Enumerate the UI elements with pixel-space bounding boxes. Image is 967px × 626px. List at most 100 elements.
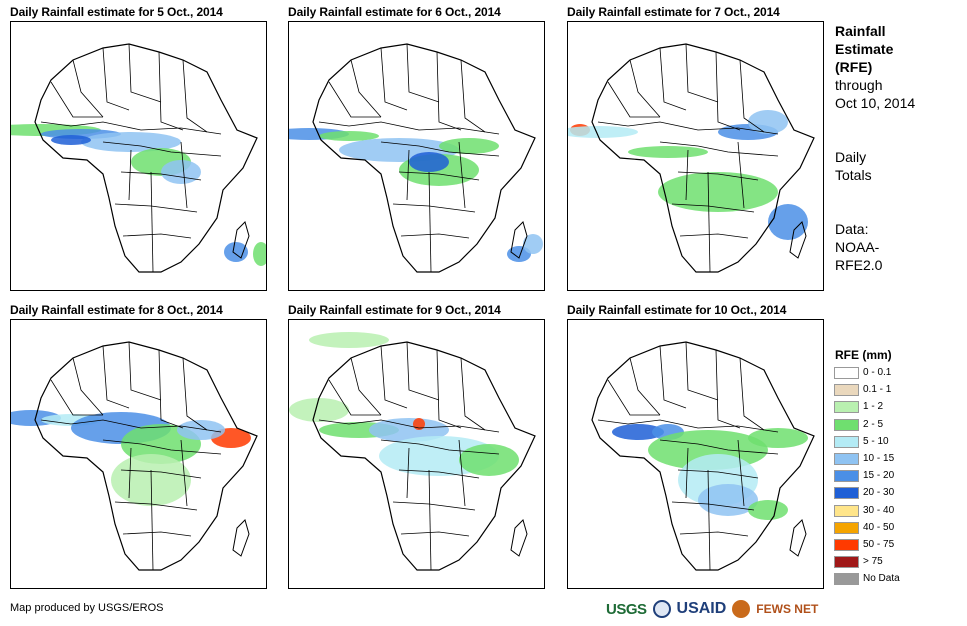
country-border: [158, 51, 184, 131]
legend-label: 0.1 - 1: [863, 384, 892, 396]
country-border: [458, 439, 466, 507]
country-border: [659, 345, 687, 409]
country-border: [629, 357, 661, 416]
legend-label: 50 - 75: [863, 539, 895, 550]
country-border: [677, 171, 759, 181]
rainfall-area: [523, 234, 543, 254]
country-border: [659, 141, 779, 157]
country-border: [150, 469, 154, 571]
country-border: [460, 357, 486, 431]
country-border: [406, 447, 410, 499]
legend-swatch: [834, 521, 859, 534]
country-border: [460, 59, 486, 133]
africa-coastline: [34, 341, 258, 571]
rainfall-area: [289, 398, 349, 422]
legend-swatch: [834, 435, 859, 448]
legend-title: RFE (mm): [835, 348, 892, 362]
panel-title-1: Daily Rainfall estimate for 5 Oct., 2014: [10, 5, 223, 19]
legend-swatch: [834, 367, 859, 379]
usaid-logo: USAID: [676, 600, 727, 617]
country-border: [122, 531, 192, 537]
rainfall-area: [439, 138, 499, 154]
country-border: [707, 171, 711, 273]
country-border: [406, 149, 410, 201]
legend-label: 10 - 15: [863, 453, 895, 464]
legend-label: 30 - 40: [863, 504, 895, 516]
legend-swatch: [834, 539, 859, 551]
legend-label: 20 - 30: [863, 487, 895, 499]
sidebar-through-date: Oct 10, 2014: [835, 95, 916, 111]
country-border: [158, 349, 184, 429]
country-border: [328, 379, 381, 416]
rainfall-area: [568, 126, 638, 138]
rainfall-area: [459, 444, 519, 476]
rainfall-area: [224, 242, 248, 262]
footer-logos: USGS USAID FEWS NET: [606, 595, 818, 623]
country-border: [406, 43, 440, 103]
country-border: [128, 43, 162, 103]
country-border: [715, 51, 741, 131]
rainfall-map-oct-8: [10, 319, 267, 589]
country-border: [328, 81, 381, 118]
country-border: [629, 59, 661, 118]
country-border: [72, 357, 104, 416]
rainfall-area: [768, 204, 808, 240]
rainfall-area: [409, 152, 449, 172]
sidebar-totals: Daily Totals: [835, 148, 960, 184]
rainfall-area: [177, 420, 225, 440]
legend-label: 0 - 0.1: [863, 367, 892, 378]
rainfall-map-oct-5: [10, 21, 267, 291]
fews-net-logo: FEWS NET: [756, 602, 819, 616]
legend-swatch: [834, 573, 859, 586]
rainfall-area: [81, 132, 181, 152]
rainfall-area: [628, 146, 708, 158]
sidebar-through: through Oct 10, 2014: [835, 76, 960, 112]
country-border: [180, 141, 188, 209]
country-border: [318, 419, 500, 433]
country-border: [398, 171, 480, 181]
legend-swatch: [834, 384, 859, 397]
country-border: [406, 341, 440, 401]
country-border: [120, 469, 202, 479]
country-border: [607, 81, 660, 118]
country-border: [679, 233, 749, 239]
panel-title-4: Daily Rainfall estimate for 8 Oct., 2014: [10, 303, 223, 317]
country-border: [40, 121, 222, 135]
country-border: [685, 341, 719, 401]
sidebar-data-source: Data: NOAA- RFE2.0: [835, 220, 960, 274]
rainfall-area: [319, 131, 379, 141]
africa-coastline: [34, 43, 258, 273]
country-border: [122, 233, 192, 239]
country-border: [398, 469, 480, 479]
sidebar-totals-line: Totals: [835, 167, 872, 183]
country-border: [671, 501, 755, 511]
country-border: [597, 419, 779, 433]
legend-swatch: [834, 418, 859, 431]
country-border: [318, 121, 500, 135]
legend-swatch: [834, 487, 859, 500]
country-border: [114, 501, 198, 511]
legend-label: 1 - 2: [863, 401, 884, 413]
country-border: [597, 121, 779, 135]
country-border: [102, 47, 130, 111]
rainfall-area: [612, 424, 664, 440]
country-border: [150, 171, 154, 273]
rainfall-area: [748, 500, 788, 520]
country-border: [436, 51, 462, 131]
africa-coastline: [591, 43, 815, 273]
panel-title-6: Daily Rainfall estimate for 10 Oct., 201…: [567, 303, 787, 317]
rainfall-area: [253, 242, 266, 266]
country-border: [50, 379, 103, 416]
legend-swatch: [834, 453, 859, 465]
country-border: [679, 531, 749, 537]
country-border: [380, 47, 408, 111]
africa-coastline: [591, 341, 815, 571]
country-border: [400, 233, 470, 239]
legend-label: 15 - 20: [863, 470, 895, 482]
country-border: [659, 47, 687, 111]
legend-label: 5 - 10: [863, 435, 889, 447]
legend-swatch: [834, 556, 859, 569]
country-border: [102, 345, 130, 409]
usaid-seal-icon: [652, 600, 671, 618]
country-border: [50, 81, 103, 118]
